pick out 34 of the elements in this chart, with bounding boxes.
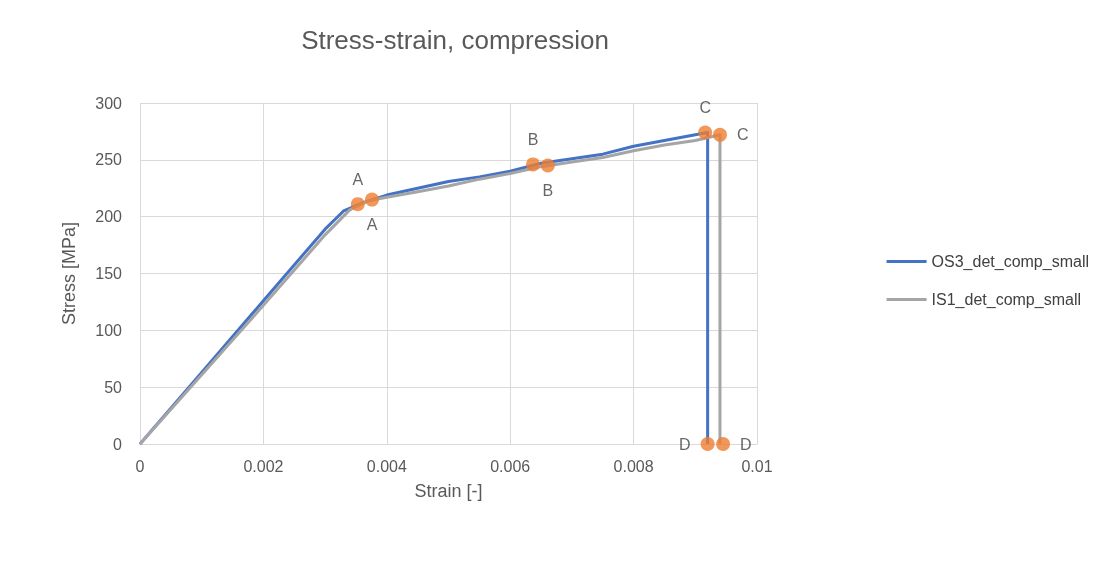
y-tick-label: 0 xyxy=(113,435,123,453)
point xyxy=(540,158,555,173)
x-tick-label: 0.01 xyxy=(741,457,773,475)
point xyxy=(350,197,365,212)
point xyxy=(698,125,713,140)
data-label: B xyxy=(527,130,539,148)
y-tick-label: 150 xyxy=(95,265,123,282)
x-tick-label: 0 xyxy=(135,457,145,475)
x-tick-label: 0.008 xyxy=(613,457,654,475)
data-label: B xyxy=(542,182,554,200)
x-axis-title: Strain [-] xyxy=(414,481,483,501)
point xyxy=(365,192,379,207)
y-tick-label: 100 xyxy=(95,321,123,339)
y-tick-label: 300 xyxy=(95,94,123,112)
point xyxy=(700,437,715,451)
data-label: D xyxy=(679,435,691,453)
data-label: A xyxy=(366,216,378,234)
chart-title: Stress-strain, compression xyxy=(301,25,609,55)
data-label: A xyxy=(352,170,364,188)
x-tick-label: 0.006 xyxy=(490,457,531,475)
y-tick-label: 50 xyxy=(104,378,123,396)
legend-label: OS3_det_comp_small xyxy=(931,253,1090,271)
y-axis-title: Stress [MPa] xyxy=(59,221,79,326)
data-label: D xyxy=(740,435,752,453)
data-label: C xyxy=(699,99,711,117)
legend-label: IS1_det_comp_small xyxy=(931,291,1082,309)
y-tick-label: 250 xyxy=(95,151,123,169)
x-tick-label: 0.002 xyxy=(243,457,284,475)
point xyxy=(526,157,541,172)
x-tick-label: 0.004 xyxy=(366,457,407,475)
point xyxy=(716,437,731,451)
point xyxy=(712,127,727,142)
data-label: C xyxy=(736,126,749,144)
y-tick-label: 200 xyxy=(95,208,123,226)
